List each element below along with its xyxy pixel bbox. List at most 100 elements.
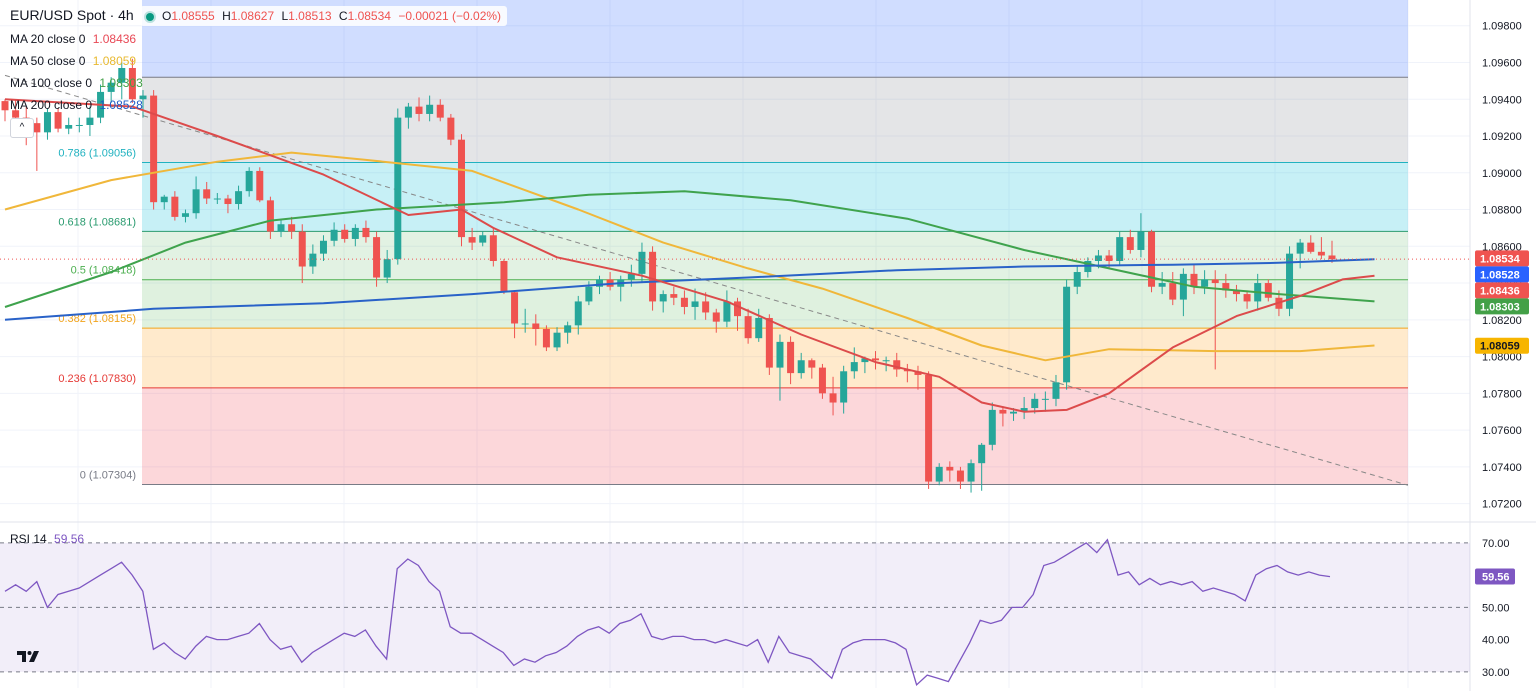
candle-body: [86, 117, 94, 125]
candle-body: [553, 332, 561, 348]
candle: [999, 406, 1007, 427]
price-badge-label: 1.08528: [1480, 269, 1520, 281]
candle: [383, 249, 391, 284]
candle: [54, 108, 62, 133]
candle-body: [298, 231, 306, 267]
fib-zone: [142, 231, 1408, 280]
candle: [351, 224, 359, 247]
candle-body: [330, 229, 338, 241]
candle: [468, 227, 476, 250]
price-tick-label: 1.09200: [1482, 131, 1522, 143]
indicator-label: MA 200 close 0: [10, 98, 93, 112]
candle-body: [1137, 231, 1145, 250]
candle: [1179, 268, 1187, 317]
fib-zone: [142, 387, 1408, 485]
candle-body: [872, 358, 880, 361]
candle: [511, 290, 519, 339]
market-status-icon: [146, 12, 154, 21]
candle-body: [436, 104, 444, 118]
price-tick-label: 1.09000: [1482, 168, 1522, 180]
candle: [266, 196, 274, 239]
candle: [1286, 246, 1294, 317]
candle-body: [1317, 251, 1325, 256]
rsi-tick-label: 70.00: [1482, 538, 1510, 550]
candle-body: [978, 444, 986, 464]
rsi-legend[interactable]: RSI 14 59.56: [10, 532, 84, 546]
price-tick-label: 1.08600: [1482, 241, 1522, 253]
candle-body: [1232, 290, 1240, 295]
candle-body: [723, 301, 731, 322]
candle: [521, 308, 529, 333]
price-axis[interactable]: 1.09800 1.09600 1.09400 1.09200 1.09000 1.088…: [1475, 21, 1529, 511]
candle-body: [1073, 272, 1081, 287]
candle: [436, 99, 444, 122]
candle-body: [1116, 237, 1124, 261]
indicator-ma20[interactable]: MA 20 close 0 1.08436: [10, 32, 136, 46]
candle: [1158, 272, 1166, 295]
candle: [914, 365, 922, 390]
ohlc-high-label: H: [222, 9, 231, 23]
candle-body: [224, 198, 232, 205]
price-badge-label: 1.08303: [1480, 301, 1520, 313]
candle-body: [564, 325, 572, 333]
candle: [404, 102, 412, 129]
tradingview-logo-icon[interactable]: [16, 648, 42, 664]
ohlc-change: −0.00021 (−0.02%): [398, 9, 502, 23]
indicator-ma50[interactable]: MA 50 close 0 1.08059: [10, 54, 136, 68]
indicator-value: 1.08303: [99, 76, 143, 90]
price-tick-label: 1.09400: [1482, 94, 1522, 106]
ma100-line: [4, 190, 1375, 308]
candle-body: [426, 104, 434, 114]
indicator-ma200[interactable]: MA 200 close 0 1.08528: [10, 98, 143, 112]
candle-body: [468, 237, 476, 243]
candle: [797, 352, 805, 379]
candle-body: [1031, 398, 1039, 409]
candle: [1063, 279, 1071, 390]
candle: [702, 292, 710, 320]
collapse-legend-button[interactable]: ^: [10, 118, 34, 138]
candle-body: [776, 341, 784, 368]
candle: [1031, 393, 1039, 414]
candle-body: [808, 360, 816, 368]
price-badge: 1.08528: [1475, 266, 1529, 283]
ohlc-low-label: L: [281, 9, 289, 23]
candle: [256, 167, 264, 203]
ohlc-close: 1.08534: [347, 9, 391, 23]
candle-body: [1094, 255, 1102, 261]
candle-body: [1063, 286, 1071, 383]
candle: [362, 220, 370, 243]
ma20-line: [4, 98, 1375, 413]
candlesticks: [1, 58, 1336, 493]
candle-body: [670, 294, 678, 298]
candle-body: [500, 261, 508, 293]
candle: [277, 218, 285, 238]
price-tick-label: 1.07800: [1482, 388, 1522, 400]
candle: [1137, 213, 1145, 258]
candle-body: [1190, 273, 1198, 287]
candle-body: [999, 409, 1007, 414]
price-badge-bg: [1475, 282, 1529, 299]
candle: [1169, 272, 1177, 306]
rsi-value: 59.56: [54, 532, 85, 546]
rsi-title: RSI 14: [10, 532, 47, 546]
candle: [755, 308, 763, 342]
candle-body: [935, 466, 943, 482]
candle: [1073, 266, 1081, 295]
candle-body: [1169, 283, 1177, 300]
price-tick-label: 1.07600: [1482, 425, 1522, 437]
price-tick-label: 1.07200: [1482, 499, 1522, 511]
candle: [1264, 279, 1272, 302]
rsi-tick-label: 50.00: [1482, 602, 1510, 614]
candle: [553, 327, 561, 352]
candle-body: [1307, 242, 1315, 252]
candle: [1148, 229, 1156, 293]
fibonacci-retracement[interactable]: 0.786 (1.09056)0.618 (1.08681)0.5 (1.084…: [58, 0, 1408, 486]
candle: [86, 106, 94, 137]
indicator-ma100[interactable]: MA 100 close 0 1.08303: [10, 76, 143, 90]
candle: [818, 363, 826, 399]
chevron-up-icon: ^: [19, 122, 25, 133]
candle: [712, 308, 720, 333]
price-badge-label: 1.08436: [1480, 285, 1520, 297]
symbol-title[interactable]: EUR/USD Spot · 4h: [10, 7, 134, 23]
